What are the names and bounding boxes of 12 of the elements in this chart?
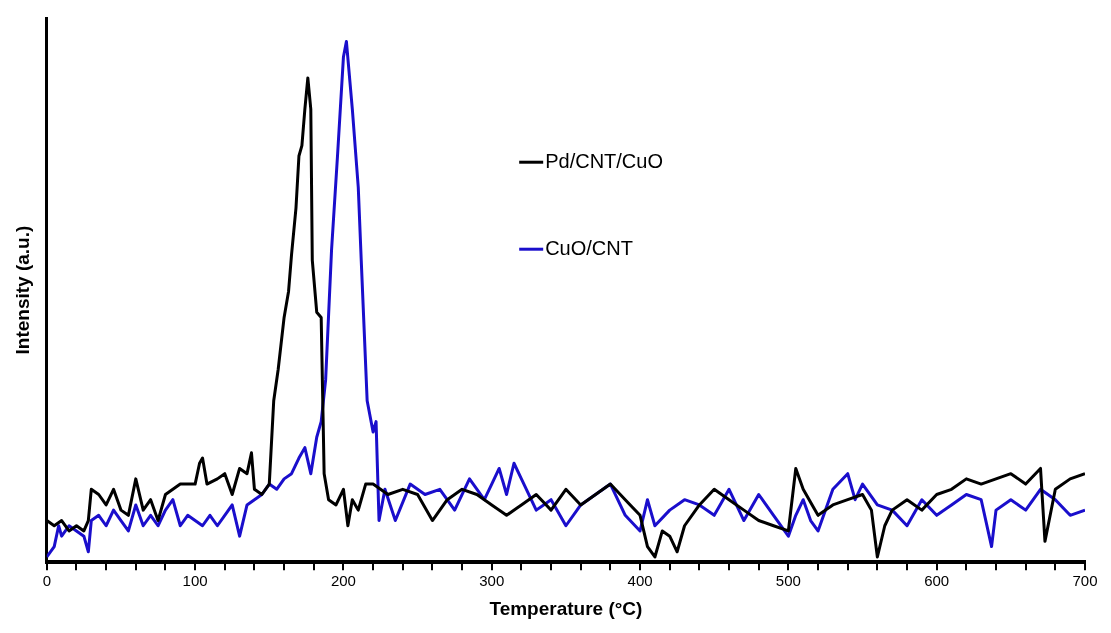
x-tick-label: 200 [330, 572, 356, 590]
legend-label: CuO/CNT [545, 236, 633, 259]
legend-label: Pd/CNT/CuO [545, 149, 663, 172]
x-tick-label: 0 [42, 572, 51, 590]
x-tick-label: 100 [182, 572, 208, 590]
x-tick-label: 300 [479, 572, 505, 590]
x-tick-label: 400 [627, 572, 653, 590]
y-axis-title: Intensity (a.u.) [11, 225, 33, 355]
x-axis-title: Temperature (°C) [489, 597, 643, 619]
x-tick-label: 600 [924, 572, 950, 590]
x-tick-label: 500 [775, 572, 801, 590]
x-tick-label: 700 [1072, 572, 1098, 590]
